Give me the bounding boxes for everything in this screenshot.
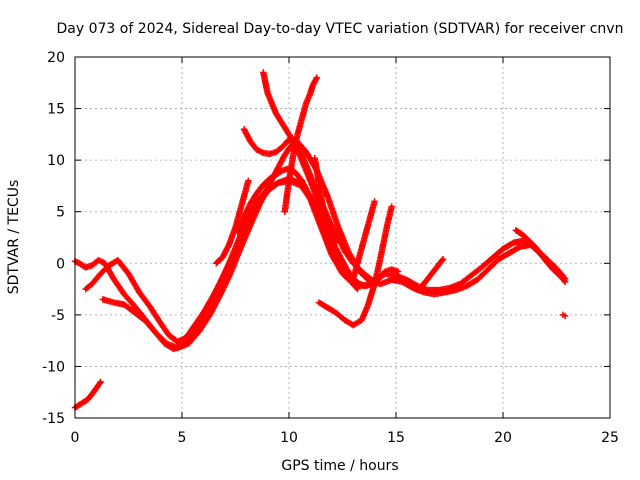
chart-title: Day 073 of 2024, Sidereal Day-to-day VTE… bbox=[57, 21, 624, 37]
series-arc-15 bbox=[559, 311, 569, 320]
data-point-marker bbox=[439, 255, 447, 263]
y-tick-label: -5 bbox=[51, 308, 65, 324]
data-point-marker bbox=[561, 278, 569, 286]
y-tick-label: -10 bbox=[42, 359, 65, 375]
data-points bbox=[71, 69, 569, 411]
series-arc-5 bbox=[213, 177, 252, 267]
series-arc-14 bbox=[512, 227, 569, 286]
data-point-marker bbox=[96, 380, 103, 387]
data-point-marker bbox=[561, 277, 568, 284]
y-tick-label: 10 bbox=[47, 153, 65, 169]
y-tick-label: 0 bbox=[56, 256, 65, 272]
x-tick-label: 0 bbox=[71, 430, 80, 446]
x-tick-label: 15 bbox=[387, 430, 405, 446]
x-tick-label: 5 bbox=[178, 430, 187, 446]
series-arc-1 bbox=[71, 378, 104, 411]
data-point-marker bbox=[388, 203, 395, 210]
series-arc-7 bbox=[240, 126, 340, 246]
y-tick-label: -15 bbox=[42, 411, 65, 427]
data-point-marker bbox=[278, 168, 285, 175]
y-tick-label: 15 bbox=[47, 102, 65, 118]
series-arc-12 bbox=[350, 198, 378, 282]
data-point-marker bbox=[328, 245, 335, 253]
data-point-marker bbox=[245, 177, 252, 184]
series-arc-10 bbox=[311, 154, 335, 253]
plot-frame bbox=[74, 56, 611, 419]
data-point-marker bbox=[371, 198, 378, 205]
data-point-marker bbox=[394, 268, 402, 275]
series-arc-8 bbox=[281, 74, 321, 215]
data-point-marker bbox=[561, 312, 569, 320]
x-axis-label: GPS time / hours bbox=[281, 458, 398, 474]
y-axis-label: SDTVAR / TECUs bbox=[6, 180, 22, 295]
y-tick-label: 20 bbox=[47, 50, 65, 66]
series-arc-13 bbox=[414, 255, 447, 294]
x-tick-label: 25 bbox=[601, 430, 619, 446]
x-tick-label: 10 bbox=[280, 430, 298, 446]
x-tick-label: 20 bbox=[494, 430, 512, 446]
y-tick-label: 5 bbox=[56, 205, 65, 221]
series-arc-11 bbox=[315, 203, 395, 329]
data-point-marker bbox=[313, 74, 321, 81]
series-arc-4 bbox=[99, 136, 567, 352]
grid bbox=[75, 57, 610, 418]
data-point-marker bbox=[438, 257, 446, 264]
data-point-marker bbox=[97, 378, 104, 386]
